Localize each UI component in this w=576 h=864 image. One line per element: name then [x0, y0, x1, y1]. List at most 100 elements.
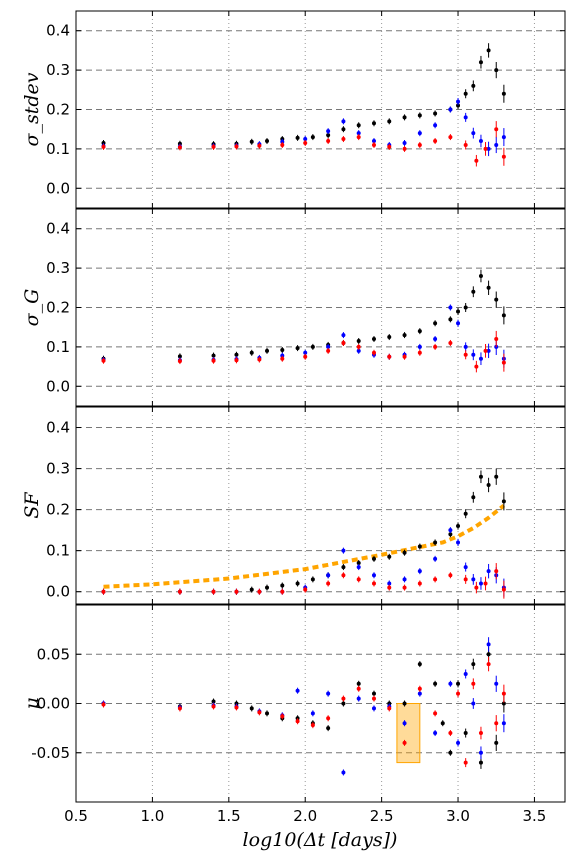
- data-point-blue: [417, 344, 422, 349]
- plot-area: [101, 468, 506, 599]
- x-tick-label: 1.0: [140, 807, 164, 825]
- data-point-black: [371, 691, 376, 696]
- data-point-blue: [456, 740, 461, 745]
- y-tick-label: 0.2: [46, 299, 70, 317]
- plot-area: [101, 637, 506, 776]
- data-point-blue: [280, 353, 285, 358]
- data-point-blue: [471, 701, 476, 706]
- data-point-black: [478, 60, 483, 65]
- data-point-blue: [303, 350, 308, 355]
- data-point-black: [265, 348, 270, 353]
- data-point-blue: [486, 348, 491, 353]
- data-point-blue: [456, 321, 461, 326]
- y-tick-label: 0.0: [46, 377, 70, 395]
- data-point-red: [341, 137, 346, 142]
- data-point-blue: [371, 706, 376, 711]
- data-point-blue: [456, 99, 461, 104]
- panel-mu: -0.05 0.00 0.05 μ: [21, 604, 566, 803]
- data-point-black: [310, 344, 315, 349]
- data-point-black: [463, 305, 468, 310]
- data-point-red: [341, 696, 346, 701]
- data-point-blue: [471, 352, 476, 357]
- data-point-black: [341, 127, 346, 132]
- data-point-black: [494, 68, 499, 73]
- data-point-black: [448, 317, 453, 322]
- x-axis: 0.5 1.0 1.5 2.0 2.5 3.0 3.5: [64, 807, 546, 825]
- data-point-black: [417, 662, 422, 667]
- data-point-red: [501, 360, 506, 365]
- data-point-black: [211, 353, 216, 358]
- panel-frame: [75, 406, 566, 605]
- data-point-blue: [433, 123, 438, 128]
- data-point-black: [478, 273, 483, 278]
- data-point-red: [402, 146, 407, 151]
- data-point-black: [433, 681, 438, 686]
- data-point-black: [295, 135, 300, 140]
- data-point-red: [494, 127, 499, 132]
- data-point-black: [494, 474, 499, 479]
- data-point-black: [371, 121, 376, 126]
- data-point-black: [249, 587, 254, 592]
- data-point-red: [280, 356, 285, 361]
- data-point-red: [326, 139, 331, 144]
- data-point-red: [234, 358, 239, 363]
- data-point-red: [211, 589, 216, 594]
- data-point-blue: [448, 107, 453, 112]
- data-point-red: [494, 337, 499, 342]
- data-point-red: [402, 354, 407, 359]
- data-point-black: [356, 123, 361, 128]
- data-point-blue: [486, 642, 491, 647]
- data-point-red: [387, 706, 392, 711]
- data-point-black: [295, 581, 300, 586]
- y-tick-label: -0.05: [31, 744, 70, 762]
- y-axis-label: SF: [21, 492, 43, 519]
- data-point-red: [211, 704, 216, 709]
- data-point-blue: [433, 337, 438, 342]
- data-point-black: [494, 297, 499, 302]
- panel-sf: 0.0 0.1 0.2 0.3 0.4 SF: [21, 406, 566, 605]
- x-tick-label: 3.5: [523, 807, 547, 825]
- data-point-red: [474, 364, 479, 369]
- y-tick-label: 0.3: [46, 61, 70, 79]
- data-point-blue: [433, 731, 438, 736]
- data-point-black: [486, 48, 491, 53]
- data-point-red: [417, 350, 422, 355]
- y-tick-label: 0.4: [46, 419, 70, 437]
- data-point-blue: [341, 119, 346, 124]
- y-tick-label: 0.4: [46, 220, 70, 238]
- data-point-red: [356, 135, 361, 140]
- data-point-blue: [326, 344, 331, 349]
- data-point-red: [295, 719, 300, 724]
- data-point-blue: [501, 135, 506, 140]
- data-point-red: [501, 691, 506, 696]
- data-point-red: [433, 711, 438, 716]
- data-point-red: [234, 705, 239, 710]
- plot-area: [101, 43, 506, 167]
- data-point-black: [326, 726, 331, 731]
- data-point-red: [402, 585, 407, 590]
- data-point-black: [471, 83, 476, 88]
- data-point-black: [265, 139, 270, 144]
- data-point-red: [471, 681, 476, 686]
- data-point-black: [471, 662, 476, 667]
- data-point-black: [456, 681, 461, 686]
- data-point-red: [463, 352, 468, 357]
- x-tick-label: 1.5: [217, 807, 241, 825]
- data-point-blue: [295, 688, 300, 693]
- data-point-black: [211, 699, 216, 704]
- data-point-black: [356, 338, 361, 343]
- panel-frame: [75, 10, 566, 209]
- data-point-blue: [433, 556, 438, 561]
- data-point-red: [101, 589, 106, 594]
- data-point-red: [356, 577, 361, 582]
- x-tick-label: 0.5: [64, 807, 88, 825]
- data-point-blue: [356, 565, 361, 570]
- data-point-red: [463, 142, 468, 147]
- data-point-black: [494, 740, 499, 745]
- data-point-red: [371, 350, 376, 355]
- y-tick-label: 0.2: [46, 501, 70, 519]
- data-point-red: [310, 723, 315, 728]
- panel-frame: [75, 604, 566, 803]
- y-tick-label: 0.2: [46, 101, 70, 119]
- data-point-black: [402, 333, 407, 338]
